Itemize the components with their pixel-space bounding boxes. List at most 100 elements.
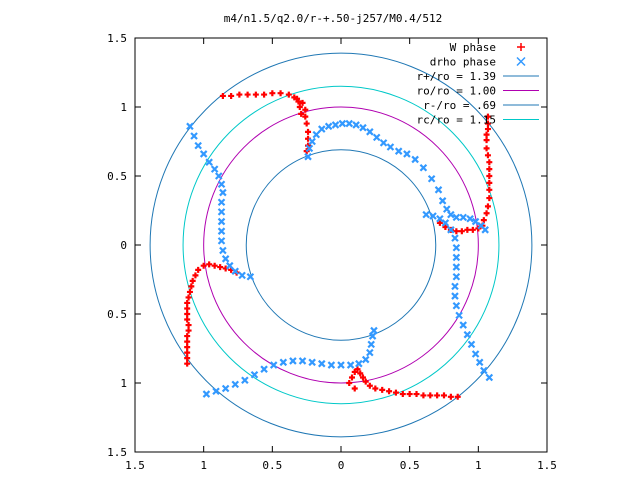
data-point	[486, 173, 493, 179]
data-point	[192, 272, 199, 279]
data-point	[441, 219, 450, 227]
data-point	[451, 282, 459, 291]
data-point	[296, 104, 303, 110]
data-point	[452, 253, 461, 262]
data-point	[486, 195, 493, 202]
data-point	[452, 263, 461, 271]
data-point	[351, 368, 358, 375]
data-point	[184, 360, 191, 367]
data-point	[406, 391, 413, 398]
y-tick-label: 0.5	[107, 170, 127, 183]
data-point	[394, 147, 403, 155]
data-point	[211, 262, 218, 269]
legend-label: ro/ro = 1.00	[417, 85, 496, 98]
data-point	[200, 262, 207, 269]
data-point	[348, 374, 355, 381]
series-0	[184, 90, 493, 400]
data-point	[261, 91, 268, 98]
data-point	[420, 392, 427, 399]
data-point	[217, 208, 226, 216]
data-point	[303, 120, 310, 127]
data-point	[225, 261, 234, 270]
data-point	[483, 137, 490, 144]
data-point	[217, 237, 226, 245]
data-point	[308, 137, 316, 146]
data-point	[436, 219, 443, 226]
data-point	[231, 380, 240, 389]
data-point	[484, 113, 491, 120]
data-point	[346, 361, 355, 369]
data-point	[184, 305, 191, 312]
legend-entry: ro/ro = 1.00	[417, 85, 539, 98]
data-point	[459, 213, 468, 222]
data-point	[464, 226, 471, 233]
data-point	[483, 145, 490, 152]
data-point	[475, 358, 484, 367]
data-point	[357, 370, 364, 377]
data-point	[317, 359, 326, 368]
data-point	[486, 179, 493, 186]
data-point	[484, 126, 491, 133]
data-point	[427, 392, 434, 399]
x-tick-label: 0	[338, 459, 345, 472]
data-point	[484, 203, 491, 210]
data-point	[184, 355, 191, 362]
data-point	[184, 316, 191, 323]
data-point	[427, 174, 436, 183]
data-point	[467, 340, 476, 349]
data-point	[214, 172, 223, 180]
series-1	[186, 119, 494, 398]
data-point	[454, 393, 461, 400]
y-tick-label: 0	[120, 239, 127, 252]
data-point	[411, 155, 419, 164]
legend-label: rc/ro = 1.15	[417, 114, 496, 127]
x-tick-label: 0.5	[400, 459, 420, 472]
data-point	[447, 210, 455, 219]
legend-marker-key	[516, 56, 526, 67]
data-point	[221, 384, 230, 393]
reference-circle-2	[245, 149, 437, 341]
data-point	[485, 373, 494, 382]
data-point	[379, 139, 388, 147]
legend-entry: r-/ro = .69	[423, 99, 539, 112]
axis-ticks: 1.5 1 0.5 0 0.5 1 1.51.510.500.511.5	[107, 32, 557, 472]
data-point	[466, 215, 474, 223]
data-point	[221, 255, 230, 263]
data-point	[452, 272, 461, 281]
data-point	[484, 120, 491, 127]
data-point	[372, 385, 379, 392]
data-point	[486, 159, 493, 166]
data-point	[188, 283, 195, 290]
data-point	[359, 374, 366, 381]
data-point	[441, 392, 447, 399]
data-point	[305, 144, 314, 153]
legend-entry: r+/ro = 1.39	[417, 70, 539, 83]
data-point	[486, 186, 493, 193]
data-point	[399, 391, 406, 398]
data-point	[362, 378, 369, 385]
data-series	[184, 90, 494, 400]
data-point	[351, 385, 358, 392]
data-point	[302, 106, 309, 113]
legend-label: r-/ro = .69	[423, 99, 496, 112]
data-point	[331, 121, 340, 129]
data-point	[219, 188, 227, 197]
data-point	[447, 226, 455, 234]
data-point	[184, 333, 191, 340]
x-tick-label: 0.5	[262, 459, 282, 472]
data-point	[219, 92, 226, 99]
data-point	[186, 122, 194, 131]
data-point	[379, 386, 386, 393]
data-point	[434, 186, 443, 194]
data-point	[361, 355, 370, 364]
legend-entry: drho phase	[430, 56, 526, 69]
data-point	[451, 292, 459, 300]
data-point	[312, 130, 321, 139]
reference-circle-1	[203, 106, 479, 384]
data-point	[252, 91, 259, 98]
data-point	[194, 141, 202, 150]
data-point	[189, 277, 196, 284]
data-point	[455, 311, 463, 320]
data-point	[228, 92, 235, 99]
